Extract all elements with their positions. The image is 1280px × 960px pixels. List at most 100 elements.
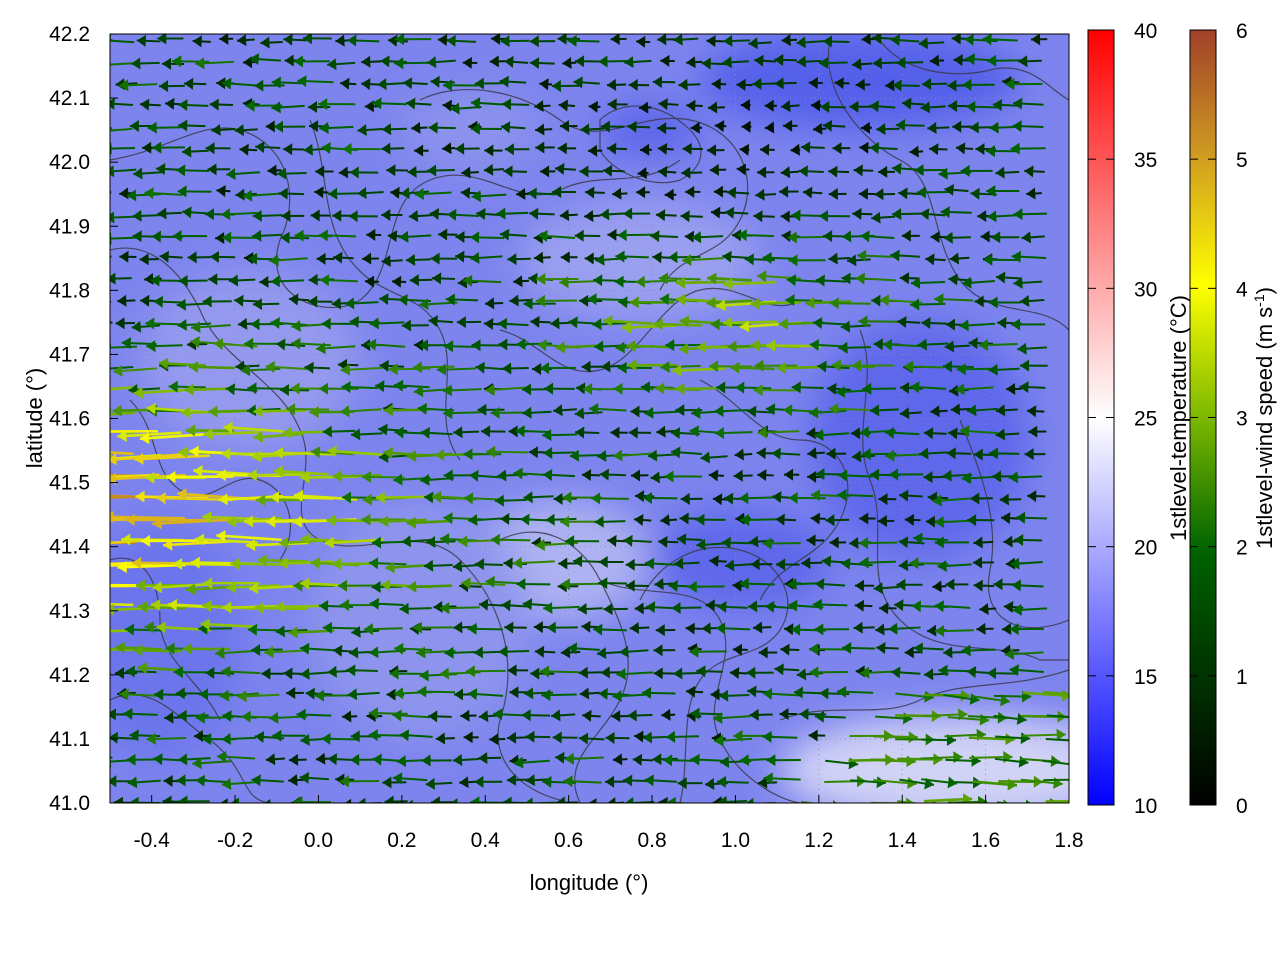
wind-arrow (221, 447, 281, 460)
wind-arrow (854, 599, 873, 612)
wind-arrow (288, 774, 305, 787)
wind-arrow (173, 666, 211, 679)
wind-arrow (555, 341, 601, 354)
wind-arrow (152, 581, 212, 594)
wind-arrow (246, 539, 310, 552)
wind-arrow (110, 343, 111, 346)
wind-arrow (771, 447, 801, 460)
wind-arrow (860, 121, 872, 134)
wind-arrow (606, 142, 627, 155)
wind-arrow (730, 361, 775, 374)
wind-arrow (785, 294, 823, 307)
wind-arrow (88, 686, 107, 698)
wind-arrow (988, 296, 1022, 309)
wind-arrow (852, 207, 873, 220)
wind-arrow (628, 79, 650, 92)
wind-arrow (146, 732, 187, 745)
wind-arrow (706, 296, 753, 309)
wind-arrow (574, 55, 600, 68)
cool-patch (810, 320, 1030, 560)
wind-arrow (215, 647, 256, 660)
wind-arrow (216, 750, 256, 763)
wind-arrow (115, 317, 135, 330)
wind-arrow (802, 186, 823, 199)
wind-arrow (499, 228, 527, 241)
wind-arrow (533, 251, 551, 264)
wind-arrow (425, 777, 453, 790)
wind-arrow (934, 516, 972, 529)
wind-arrow (450, 102, 482, 115)
wind-arrow (535, 141, 555, 154)
wind-arrow (257, 554, 308, 567)
wind-arrow (834, 77, 850, 90)
wind-arrow (304, 361, 330, 374)
wind-arrow (564, 752, 604, 765)
wind-arrow (850, 776, 887, 789)
wind-arrow (139, 432, 208, 445)
wind-arrow (562, 56, 577, 69)
wind-arrow (898, 559, 925, 572)
wind-arrow (536, 273, 579, 286)
x-tick-label: 1.8 (1054, 829, 1083, 852)
wind-arrow (668, 251, 701, 264)
wind-arrow (366, 338, 406, 351)
axes: -0.4 -0.2 0.0 0.2 0.4 0.6 0.8 1.0 1.2 1.4 1.6 1.8 41… (49, 23, 1083, 852)
wind-arrow (899, 272, 920, 285)
wind-arrow (1026, 187, 1042, 200)
wind-arrow (541, 689, 577, 702)
wind-arrow (110, 385, 137, 391)
wind-arrow (758, 776, 777, 789)
wind-arrow (132, 209, 162, 222)
wind-arrow (501, 98, 530, 111)
wind-arrow (736, 163, 750, 176)
wind-arrow (812, 122, 827, 135)
wind-arrow (513, 756, 550, 769)
y-tick-label: 41.8 (49, 279, 90, 302)
wind-arrow (140, 534, 209, 547)
wind-arrow (878, 493, 897, 506)
wind-arrow (961, 472, 997, 485)
wind-arrow (420, 426, 453, 439)
wind-arrow (347, 34, 380, 47)
wind-arrow (509, 294, 531, 307)
wind-arrow (627, 120, 651, 133)
wind-arrow (340, 77, 357, 90)
wind-arrow (203, 428, 259, 441)
wind-arrow (967, 514, 995, 527)
wind-arrow (950, 403, 972, 416)
wind-arrow (574, 229, 601, 242)
wind-arrow (879, 602, 897, 615)
wind-arrow (851, 450, 876, 463)
wind-arrow (435, 732, 455, 745)
wind-arrow (1045, 738, 1069, 742)
wind-arrow (930, 405, 948, 418)
wind-arrow (888, 468, 924, 481)
wind-arrow (469, 469, 503, 482)
wind-arrow (993, 712, 1027, 725)
wind-arrow (781, 100, 800, 113)
wind-arrow (110, 127, 113, 130)
wind-arrow (126, 189, 162, 202)
wind-arrow (157, 34, 184, 45)
y-tick-label: 41.4 (49, 536, 90, 559)
wind-arrow (877, 515, 895, 528)
wind-arrow (828, 188, 847, 201)
wind-arrow (381, 142, 405, 155)
wind-arrow (281, 209, 305, 222)
wind-arrow (976, 622, 994, 635)
wind-arrow (750, 558, 773, 571)
wind-arrow (401, 535, 432, 548)
wind-arrow (897, 316, 921, 328)
wind-arrow (314, 689, 354, 702)
wind-arrow (191, 321, 231, 334)
wind-arrow (970, 492, 993, 505)
wind-arrow (655, 624, 676, 637)
wind-arrow (1005, 78, 1043, 91)
wind-arrow (219, 34, 234, 45)
wind-arrow (690, 121, 703, 134)
wind-arrow (580, 123, 605, 136)
wind-arrow (264, 646, 308, 659)
wind-arrow (722, 56, 749, 69)
wind-arrow (428, 315, 454, 328)
wind-arrow (368, 557, 407, 570)
